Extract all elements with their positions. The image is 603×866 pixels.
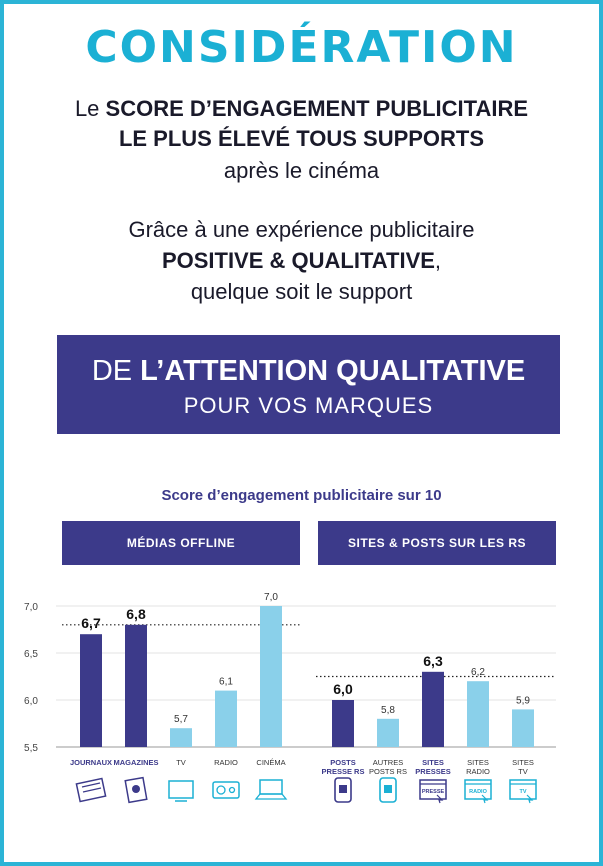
category-label: AUTRES <box>373 758 403 767</box>
value-label: 5,7 <box>174 714 188 725</box>
newspaper-line <box>81 782 101 788</box>
radio-knob <box>228 786 236 794</box>
site-window <box>464 779 492 800</box>
category-label: MAGAZINES <box>114 758 159 767</box>
category-label: POSTS RS <box>369 767 407 776</box>
value-label: 6,8 <box>126 606 146 622</box>
category-label: SITES <box>512 758 534 767</box>
value-label: 6,3 <box>423 653 443 669</box>
newspaper-icon <box>75 777 107 803</box>
y-tick-label: 5,5 <box>24 743 38 754</box>
cursor-icon <box>526 794 534 804</box>
phone-press-icon <box>334 777 352 803</box>
bar-sites-tv <box>512 709 534 747</box>
bar-magazines <box>125 624 147 747</box>
category-label: SITES <box>467 758 489 767</box>
category-label: TV <box>176 758 186 767</box>
site-tv-icon: TV <box>509 779 537 804</box>
headline-line-1-prefix: Le <box>74 96 106 121</box>
body-line-2-suffix: , <box>434 248 442 273</box>
headline-line-2-bold: LE PLUS ÉLEVÉ TOUS SUPPORTS <box>118 126 485 151</box>
category-label: CINÉMA <box>256 758 285 767</box>
radio-body <box>212 781 240 799</box>
headline-line-3: après le cinéma <box>223 158 380 183</box>
bar-journaux <box>80 634 102 747</box>
value-label: 5,8 <box>381 705 395 716</box>
category-offline-header: MÉDIAS OFFLINE <box>62 521 300 565</box>
magazine-icon <box>124 776 148 804</box>
phone-frame <box>379 777 397 803</box>
value-label: 5,9 <box>516 695 530 706</box>
value-label: 6,1 <box>219 677 233 688</box>
value-label: 6,7 <box>81 615 101 631</box>
chart-title: Score d’engagement publicitaire sur 10 <box>161 487 442 504</box>
cursor-icon <box>436 794 444 804</box>
category-label: JOURNAUX <box>70 758 112 767</box>
body-line-3: quelque soit le support <box>190 279 413 304</box>
banner-sub: POUR VOS MARQUES <box>183 393 434 418</box>
banner-bold: L’ATTENTION QUALITATIVE <box>140 355 526 387</box>
cinema-screen <box>259 779 283 795</box>
site-icon-label: TV <box>519 789 526 795</box>
tv-screen <box>168 780 194 799</box>
body-line-2: POSITIVE & QUALITATIVE, <box>0 248 603 274</box>
site-window <box>509 779 537 800</box>
value-label: 6,0 <box>333 681 353 697</box>
banner-main: DE L’ATTENTION QUALITATIVE <box>57 355 560 388</box>
tv-icon <box>168 780 194 802</box>
banner-prefix: DE <box>91 355 141 387</box>
category-label: RADIO <box>214 758 238 767</box>
cinema-base <box>254 793 288 800</box>
headline-line-2: LE PLUS ÉLEVÉ TOUS SUPPORTS <box>0 126 603 152</box>
category-label: PRESSE RS <box>322 767 365 776</box>
bar-posts-presse-rs <box>332 700 354 747</box>
category-label: RADIO <box>466 767 490 776</box>
bar-sites-radio <box>467 681 489 747</box>
newspaper-sheet <box>75 777 107 803</box>
newspaper-line <box>82 787 102 793</box>
phone-content <box>339 785 347 793</box>
site-radio-icon: RADIO <box>464 779 492 804</box>
value-label: 6,2 <box>471 667 485 678</box>
category-label: TV <box>518 767 528 776</box>
y-tick-label: 6,5 <box>24 649 38 660</box>
y-tick-label: 7,0 <box>24 602 38 613</box>
site-window <box>419 779 447 800</box>
headline-line-1: Le SCORE D’ENGAGEMENT PUBLICITAIRE <box>0 96 603 122</box>
radio-speaker <box>216 785 226 795</box>
attention-banner: DE L’ATTENTION QUALITATIVE POUR VOS MARQ… <box>57 335 560 434</box>
category-label: SITES <box>422 758 444 767</box>
value-label: 7,0 <box>264 592 278 603</box>
category-label: PRESSES <box>415 767 450 776</box>
magazine-figure <box>132 785 140 793</box>
body-line-1: Grâce à une expérience publicitaire <box>128 217 475 242</box>
bar-tv <box>170 728 192 747</box>
radio-icon <box>212 781 240 799</box>
body-line-2-bold: POSITIVE & QUALITATIVE <box>161 248 435 273</box>
page-title: CONSIDÉRATION <box>85 22 518 73</box>
site-icon-label: RADIO <box>469 789 487 795</box>
phone-icon <box>379 777 397 803</box>
site-presse-icon: PRESSE <box>419 779 447 804</box>
headline-line-1-bold: SCORE D’ENGAGEMENT PUBLICITAIRE <box>105 96 529 121</box>
cinema-icon <box>254 779 288 800</box>
site-icon-label: PRESSE <box>422 789 445 795</box>
magazine-cover <box>124 776 148 804</box>
phone-content <box>384 785 392 793</box>
bar-radio <box>215 690 237 747</box>
cursor-icon <box>481 794 489 804</box>
category-label: POSTS <box>330 758 355 767</box>
bar-cin-ma <box>260 606 282 747</box>
category-online-header: SITES & POSTS SUR LES RS <box>318 521 556 565</box>
phone-frame <box>334 777 352 803</box>
y-tick-label: 6,0 <box>24 696 38 707</box>
bar-sites-presses <box>422 671 444 747</box>
bar-autres-posts-rs <box>377 718 399 747</box>
